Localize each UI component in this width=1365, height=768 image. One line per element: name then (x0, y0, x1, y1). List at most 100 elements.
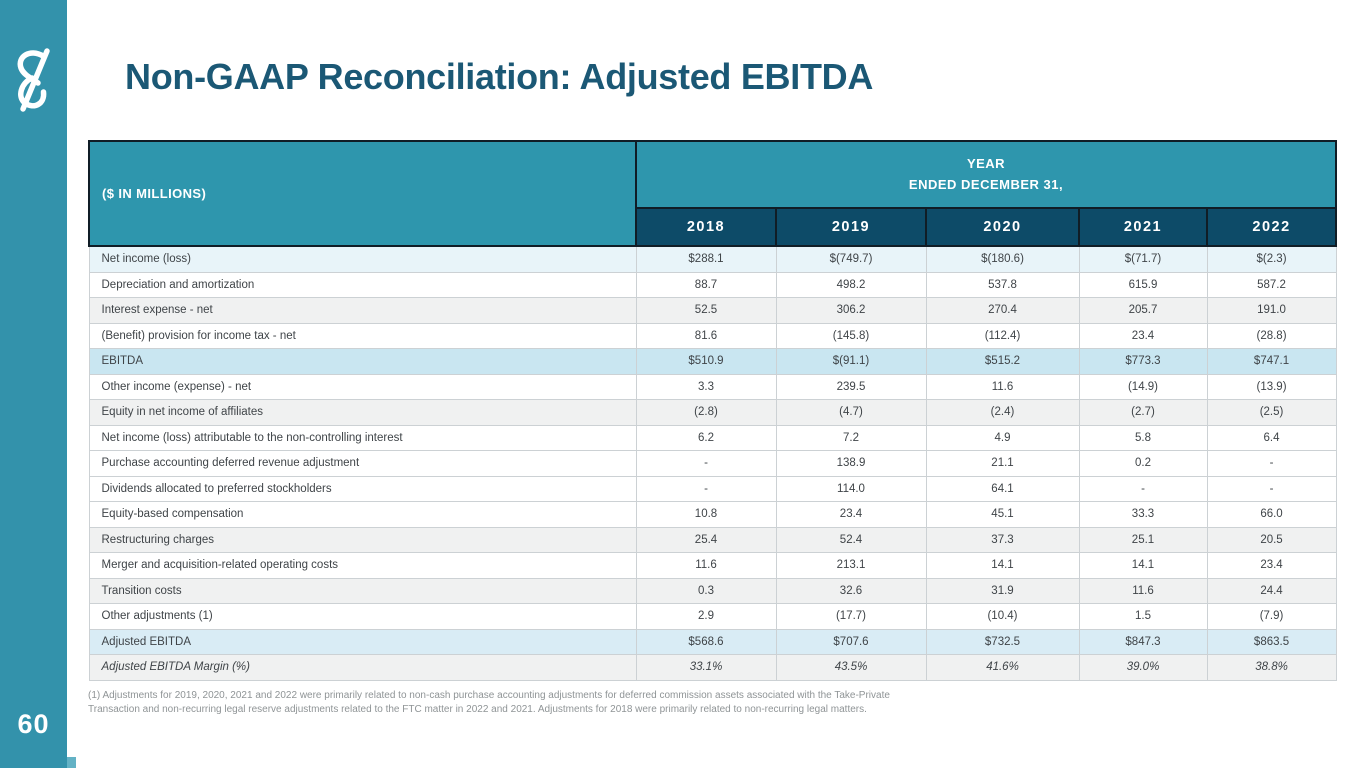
table-row: Net income (loss) $288.1 $(749.7) $(180.6) $… (88, 245, 1337, 273)
cell-value: $568.6 (635, 628, 777, 655)
cell-value: 39.0% (1078, 654, 1208, 681)
cell-value: 23.4 (1206, 552, 1337, 579)
corner-accent-chip (67, 757, 76, 768)
table-row: Other adjustments (1) 2.9 (17.7) (10.4) 1.5(… (88, 603, 1337, 630)
year-header: 2021 (1078, 207, 1208, 247)
cell-value: 43.5% (775, 654, 927, 681)
row-label: Interest expense - net (88, 297, 637, 324)
cell-value: $732.5 (925, 628, 1080, 655)
cell-value: (7.9) (1206, 603, 1337, 630)
table-row: Transition costs 0.3 32.6 31.9 11.6 24.4 (88, 577, 1337, 604)
reconciliation-table: ($ IN MILLIONS) YEAR ENDED DECEMBER 31, … (88, 140, 1338, 681)
row-label: EBITDA (88, 348, 637, 375)
cell-value: 615.9 (1078, 271, 1208, 298)
cell-value: 33.3 (1078, 501, 1208, 528)
row-label: Transition costs (88, 577, 637, 604)
footnote: (1) Adjustments for 2019, 2020, 2021 and… (88, 690, 890, 715)
cell-value: $707.6 (775, 628, 927, 655)
table-row: Net income (loss) attributable to the no… (88, 424, 1337, 451)
slide-title: Non-GAAP Reconciliation: Adjusted EBITDA (125, 56, 874, 97)
cell-value: - (1078, 475, 1208, 502)
cell-value: (28.8) (1206, 322, 1337, 349)
row-label: Merger and acquisition-related operating… (88, 552, 637, 579)
cell-value: $747.1 (1206, 348, 1337, 375)
cell-value: 6.4 (1206, 424, 1337, 451)
cell-value: 11.6 (635, 552, 777, 579)
cell-value: 191.0 (1206, 297, 1337, 324)
cell-value: 1.5 (1078, 603, 1208, 630)
cell-value: $847.3 (1078, 628, 1208, 655)
cell-value: 52.4 (775, 526, 927, 553)
table-row: Dividends allocated to preferred stockho… (88, 475, 1337, 502)
cell-value: 114.0 (775, 475, 927, 502)
row-label: Net income (loss) attributable to the no… (88, 424, 637, 451)
page-number: 60 (17, 709, 50, 739)
cell-value: 32.6 (775, 577, 927, 604)
units-header-cell: ($ IN MILLIONS) (88, 140, 637, 247)
table-row: Restructuring charges 25.4 52.4 37.3 25.1 20.… (88, 526, 1337, 553)
year-header: 2020 (925, 207, 1080, 247)
cell-value: - (1206, 475, 1337, 502)
cell-value: $515.2 (925, 348, 1080, 375)
table-row: Equity-based compensation 10.8 23.4 45.1 33.… (88, 501, 1337, 528)
cell-value: 23.4 (1078, 322, 1208, 349)
year-header-line1: YEAR (966, 156, 1006, 172)
table-header: ($ IN MILLIONS) YEAR ENDED DECEMBER 31, … (88, 140, 1338, 247)
cell-value: 66.0 (1206, 501, 1337, 528)
year-ended-header-cell: YEAR ENDED DECEMBER 31, (634, 140, 1338, 209)
cell-value: - (635, 475, 777, 502)
cell-value: 21.1 (925, 450, 1080, 477)
year-header-line2: ENDED DECEMBER 31, (908, 176, 1064, 192)
cell-value: 5.8 (1078, 424, 1208, 451)
cell-value: $510.9 (635, 348, 777, 375)
sidebar-band: 60 (0, 0, 67, 768)
cell-value: 0.2 (1078, 450, 1208, 477)
row-label: Other income (expense) - net (88, 373, 637, 400)
row-label: Equity in net income of affiliates (88, 399, 637, 426)
row-label: Adjusted EBITDA (88, 628, 637, 655)
cell-value: 2.9 (635, 603, 777, 630)
cell-value: (2.7) (1078, 399, 1208, 426)
cell-value: 52.5 (635, 297, 777, 324)
row-label: Adjusted EBITDA Margin (%) (88, 654, 637, 681)
table-row: Other income (expense) - net 3.3 239.5 11.6… (88, 373, 1337, 400)
cell-value: 24.4 (1206, 577, 1337, 604)
table-row: EBITDA $510.9 $(91.1) $515.2 $773.3 $747.1 (88, 348, 1337, 375)
cell-value: 306.2 (775, 297, 927, 324)
row-label: Net income (loss) (88, 245, 637, 273)
cell-value: 6.2 (635, 424, 777, 451)
year-header: 2018 (635, 207, 777, 247)
cell-value: - (635, 450, 777, 477)
cell-value: (145.8) (775, 322, 927, 349)
cell-value: 33.1% (635, 654, 777, 681)
table-row: Merger and acquisition-related operating… (88, 552, 1337, 579)
cell-value: 45.1 (925, 501, 1080, 528)
table-row: Depreciation and amortization 88.7 498.2 53… (88, 271, 1337, 298)
cell-value: 20.5 (1206, 526, 1337, 553)
cell-value: (2.8) (635, 399, 777, 426)
cell-value: $773.3 (1078, 348, 1208, 375)
cell-value: 11.6 (925, 373, 1080, 400)
cell-value: (13.9) (1206, 373, 1337, 400)
cell-value: (17.7) (775, 603, 927, 630)
cell-value: 4.9 (925, 424, 1080, 451)
ebitda-table: ($ IN MILLIONS) YEAR ENDED DECEMBER 31, … (88, 140, 1338, 681)
cell-value: $(91.1) (775, 348, 927, 375)
ampersand-logo-icon (17, 48, 50, 112)
cell-value: (112.4) (925, 322, 1080, 349)
cell-value: 0.3 (635, 577, 777, 604)
cell-value: 498.2 (775, 271, 927, 298)
cell-value: 7.2 (775, 424, 927, 451)
cell-value: (14.9) (1078, 373, 1208, 400)
cell-value: 537.8 (925, 271, 1080, 298)
table-body: Net income (loss) $288.1 $(749.7) $(180.6) $… (88, 245, 1337, 681)
row-label: Depreciation and amortization (88, 271, 637, 298)
table-row: Purchase accounting deferred revenue adj… (88, 450, 1337, 477)
cell-value: 14.1 (925, 552, 1080, 579)
row-label: (Benefit) provision for income tax - net (88, 322, 637, 349)
cell-value: 23.4 (775, 501, 927, 528)
row-label: Other adjustments (1) (88, 603, 637, 630)
cell-value: 270.4 (925, 297, 1080, 324)
cell-value: 88.7 (635, 271, 777, 298)
table-row: Equity in net income of affiliates (2.8) (… (88, 399, 1337, 426)
